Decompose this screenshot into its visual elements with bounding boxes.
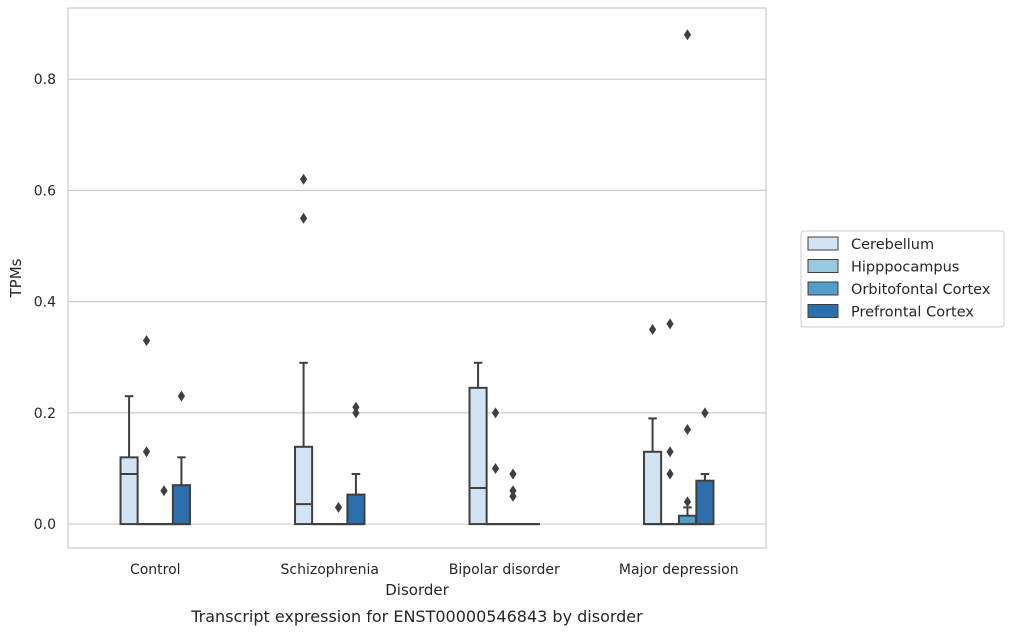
box — [294, 445, 314, 526]
plot-frame — [67, 7, 767, 549]
box-group — [677, 29, 698, 526]
outlier-point — [683, 424, 692, 436]
legend-swatch — [807, 236, 839, 251]
legend-swatch — [807, 304, 839, 318]
box-group — [695, 407, 715, 526]
outlier-point — [648, 323, 657, 335]
outlier-point — [299, 173, 308, 185]
box-group — [660, 318, 680, 526]
x-tick-label: Major depression — [619, 562, 739, 578]
box — [643, 450, 663, 526]
x-tick-label: Control — [130, 562, 181, 578]
box-group — [485, 407, 506, 526]
box-group — [643, 323, 663, 526]
outlier-point — [509, 490, 517, 502]
box — [119, 456, 139, 526]
box — [677, 514, 698, 526]
outlier-point — [509, 468, 517, 480]
outlier-point — [683, 29, 692, 41]
outlier-point — [352, 407, 360, 419]
outlier-point — [666, 318, 674, 330]
x-tick-labels: Control Schizophrenia Bipolar disorder Majo… — [130, 562, 739, 578]
legend-label: Hipppocampus — [851, 260, 959, 276]
y-axis-label: TPMs — [7, 258, 25, 298]
legend-label: Cerebellum — [851, 237, 934, 253]
outlier-point — [299, 212, 308, 224]
box — [468, 386, 488, 526]
outlier-point — [334, 501, 343, 513]
outlier-point — [142, 446, 151, 458]
outlier-point — [491, 462, 500, 474]
box — [695, 479, 715, 526]
legend-frame — [800, 230, 1005, 328]
box-group — [328, 501, 349, 526]
y-tick-labels: 0.0 0.2 0.4 0.6 0.8 — [34, 72, 56, 533]
legend-swatch — [807, 281, 839, 296]
legend: Cerebellum Hipppocampus Orbitofontal Corte… — [800, 230, 1005, 328]
y-tick-label: 0.0 — [34, 517, 56, 533]
box-group — [154, 485, 174, 526]
box-group — [346, 401, 366, 526]
y-tick-label: 0.2 — [34, 406, 56, 422]
box-group — [294, 173, 314, 526]
box — [346, 493, 366, 526]
outlier-point — [142, 335, 151, 347]
outlier-point — [683, 496, 692, 508]
y-tick-label: 0.4 — [34, 295, 56, 311]
box-group — [136, 335, 157, 526]
outlier-point — [352, 401, 360, 413]
box — [171, 484, 191, 526]
box-group — [503, 468, 523, 526]
outlier-point — [701, 407, 709, 419]
box-group — [119, 395, 139, 526]
x-tick-label: Bipolar disorder — [449, 562, 560, 578]
outlier-point — [177, 390, 186, 402]
outlier-point — [491, 407, 500, 419]
outlier-point — [666, 468, 674, 480]
outlier-point — [160, 485, 168, 497]
x-axis-label: Disorder — [385, 581, 449, 599]
legend-label: Orbitofontal Cortex — [851, 282, 991, 298]
chart-caption: Transcript expression for ENST0000054684… — [190, 607, 643, 626]
y-tick-label: 0.8 — [34, 72, 56, 88]
legend-swatch — [807, 259, 839, 273]
legend-label: Prefrontal Cortex — [851, 305, 974, 321]
box-group — [468, 361, 488, 526]
x-tick-label: Schizophrenia — [281, 562, 379, 578]
boxes — [119, 29, 715, 526]
outlier-point — [509, 485, 517, 497]
y-tick-label: 0.6 — [34, 183, 56, 199]
outlier-point — [666, 446, 674, 458]
box-group — [171, 390, 191, 526]
